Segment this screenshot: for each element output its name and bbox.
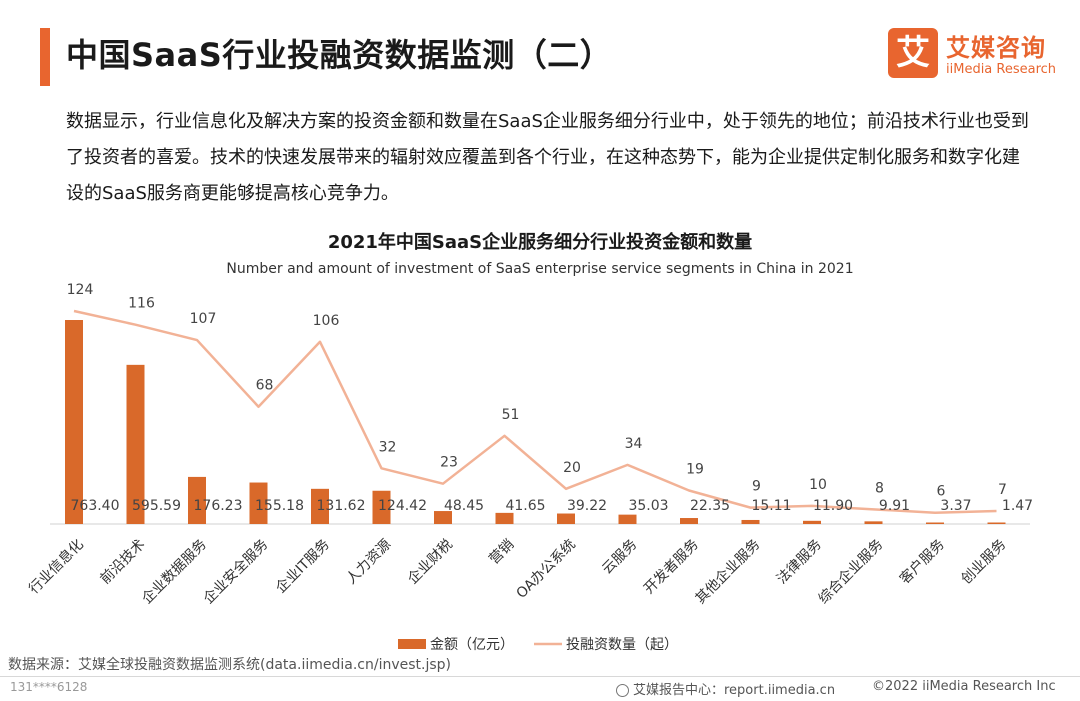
category-label: 前沿技术 [97,536,149,588]
legend-line-label: 投融资数量（起） [566,637,678,653]
category-label: 其他企业服务 [692,536,763,607]
line-data-label: 32 [379,439,397,455]
category-label: 企业IT服务 [272,536,333,597]
bar-amount [618,514,637,524]
bar-amount [926,522,944,524]
bar-data-label: 3.37 [940,498,971,514]
line-data-label: 10 [809,477,827,493]
footer-divider [0,676,1080,677]
title-accent-bar [40,28,50,86]
category-label: 客户服务 [896,536,948,588]
report-center-text: 艾媒报告中心：report.iimedia.cn [633,683,836,698]
bar-amount [188,476,206,524]
category-label: 综合企业服务 [815,536,886,607]
category-label: 企业数据服务 [138,536,209,607]
line-data-label: 34 [625,436,643,452]
bar-data-label: 15.11 [751,498,791,514]
bar-amount [864,521,883,524]
bar-data-label: 9.91 [879,498,910,514]
bar-data-label: 41.65 [505,498,545,514]
line-data-label: 7 [998,482,1007,498]
bar-amount [741,519,760,524]
category-label: 行业信息化 [25,536,87,598]
copyright: ©2022 iiMedia Research Inc [872,679,1056,694]
line-data-label: 9 [752,479,761,495]
bar-amount [557,513,575,524]
category-label: 开发者服务 [641,537,702,598]
bar-data-label: 595.59 [132,498,181,514]
category-label: 人力资源 [343,537,394,588]
line-data-label: 116 [128,296,155,312]
chart-title: 2021年中国SaaS企业服务细分行业投资金额和数量 [327,232,753,253]
bar-data-label: 48.45 [444,498,484,514]
report-center-link[interactable]: 艾媒报告中心：report.iimedia.cn [616,679,835,698]
category-label: 创业服务 [958,537,1009,588]
data-source: 数据来源：艾媒全球投融资数据监测系统(data.iimedia.cn/inves… [8,657,451,673]
line-data-label: 20 [563,460,581,476]
category-label: 企业财税 [404,536,456,588]
category-label: OA办公系统 [514,537,579,602]
description-paragraph: 数据显示，行业信息化及解决方案的投资金额和数量在SaaS企业服务细分行业中，处于… [66,111,1029,204]
category-label: 法律服务 [774,537,825,588]
bar-data-label: 131.62 [317,498,366,514]
line-deal-count [73,309,997,514]
line-data-label: 68 [256,378,274,394]
logo-chinese-name: 艾媒咨询 [946,34,1046,62]
page-title: 中国SaaS行业投融资数据监测（二） [66,36,613,74]
bar-data-label: 39.22 [567,498,607,514]
chart-subtitle: Number and amount of investment of SaaS … [226,261,854,277]
bar-amount [434,511,452,524]
category-label: 营销 [486,537,517,568]
bar-amount [372,490,391,524]
bar-amount [803,520,821,524]
bar-data-label: 1.47 [1002,498,1033,514]
category-label: 企业安全服务 [200,536,271,607]
line-data-label: 6 [937,484,946,500]
bar-data-label: 11.90 [813,498,853,514]
bar-amount [495,512,514,524]
line-data-label: 106 [313,313,340,329]
legend-bar-label: 金额（亿元） [430,637,514,653]
brand-logo: 艾 艾媒咨询 iiMedia Research [888,28,1068,82]
legend-bar-swatch [398,639,426,649]
watermark-text: 131****6128 [10,680,88,694]
bar-data-label: 22.35 [690,498,730,514]
bar-data-label: 124.42 [378,498,427,514]
category-label: 云服务 [599,537,640,578]
bar-amount [680,518,698,524]
bar-data-label: 176.23 [194,498,243,514]
globe-icon [616,684,629,697]
line-data-label: 23 [440,455,458,471]
bar-amount [987,522,1006,524]
line-data-label: 19 [686,462,704,478]
bar-data-label: 35.03 [628,498,668,514]
bar-data-label: 155.18 [255,498,304,514]
logo-mark-icon: 艾 [888,28,938,78]
bar-amount [249,482,268,524]
bar-amount [311,488,329,524]
line-data-label: 124 [67,282,94,298]
line-data-label: 107 [190,311,217,327]
bar-amount [65,320,83,524]
logo-english-name: iiMedia Research [946,62,1057,77]
bar-data-label: 763.40 [71,498,120,514]
line-data-label: 51 [502,407,520,423]
line-data-label: 8 [875,480,884,496]
bar-amount [126,364,145,524]
